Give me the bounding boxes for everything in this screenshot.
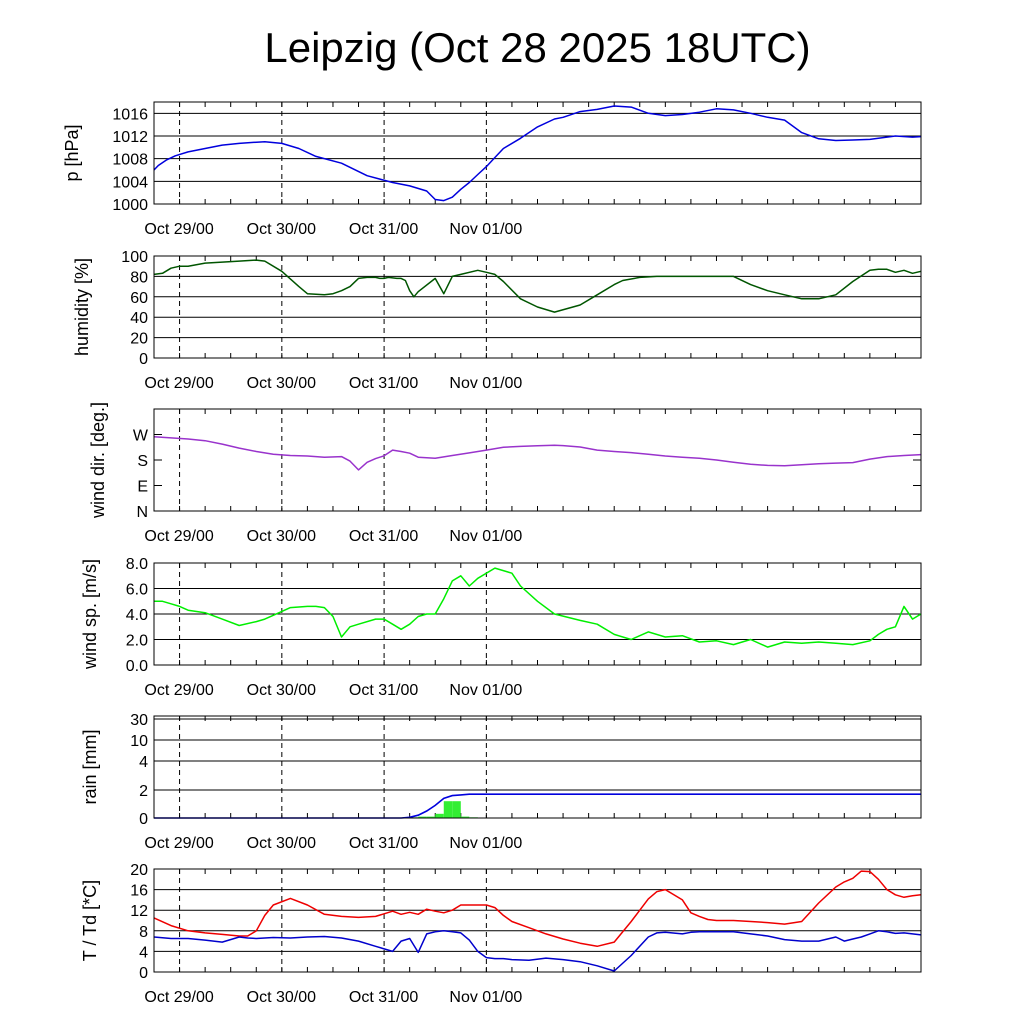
y-tick-label: 6.0 [126,582,148,599]
y-tick-label: 8 [139,924,148,941]
x-tick-label: Oct 30/00 [247,221,316,238]
y-tick-label: 8.0 [126,556,148,573]
y-tick-label: 60 [130,290,148,307]
x-tick-label: Oct 29/00 [144,682,213,699]
y-axis-label: T / Td [*C] [80,880,100,961]
y-tick-label: 0 [139,965,148,982]
y-tick-label: 20 [130,331,148,348]
y-tick-label: N [136,504,148,521]
x-tick-label: Oct 31/00 [349,375,418,392]
y-tick-label: 30 [130,712,148,729]
x-tick-label: Oct 29/00 [144,835,213,852]
panel-frame [153,408,922,512]
x-tick-label: Nov 01/00 [449,682,522,699]
x-tick-label: Oct 30/00 [247,375,316,392]
y-tick-label: 1016 [112,106,148,123]
y-tick-label: 100 [121,249,148,266]
rain-accumulation-line [154,793,921,819]
x-tick-label: Oct 31/00 [349,835,418,852]
x-tick-label: Oct 30/00 [247,835,316,852]
rain-bar [460,816,470,818]
y-tick-label: 1004 [112,174,148,191]
y-tick-label: 4 [139,944,148,961]
x-tick-label: Oct 31/00 [349,682,418,699]
x-tick-label: Oct 31/00 [349,528,418,545]
panel-frame [153,868,922,973]
x-tick-label: Oct 31/00 [349,221,418,238]
humidity-line [153,259,922,313]
x-tick-label: Nov 01/00 [449,221,522,238]
x-tick-label: Nov 01/00 [449,528,522,545]
rain-bar [418,816,427,818]
y-tick-label: S [137,453,148,470]
panel-frame [153,715,922,819]
y-tick-label: 20 [130,862,148,879]
y-tick-label: 0 [139,351,148,368]
y-tick-label: 0.0 [126,658,148,675]
y-tick-label: 0 [139,811,148,828]
x-tick-label: Oct 29/00 [144,375,213,392]
x-tick-label: Oct 30/00 [247,989,316,1006]
y-axis-label: wind sp. [m/s] [80,559,100,670]
rain-bar [426,816,436,818]
rain-bar [452,801,461,818]
y-tick-label: 80 [130,269,148,286]
pressure-line [153,105,922,202]
panel-frame [153,101,922,205]
rain-bar [435,813,444,818]
y-tick-label: 4.0 [126,607,148,624]
y-tick-label: 1008 [112,152,148,169]
T-line [153,870,922,948]
wind_dir-line [153,436,922,471]
rain-bar [443,801,453,818]
x-tick-label: Oct 31/00 [349,989,418,1006]
y-tick-label: 1000 [112,197,148,214]
x-tick-label: Oct 29/00 [144,989,213,1006]
y-tick-label: 2 [139,783,148,800]
x-tick-label: Oct 29/00 [144,528,213,545]
y-tick-label: 12 [130,903,148,920]
x-tick-label: Nov 01/00 [449,989,522,1006]
wind_speed-line [154,567,922,648]
y-tick-label: E [137,479,148,496]
y-axis-label: rain [mm] [80,729,100,804]
Td-line [153,930,922,972]
y-tick-label: 2.0 [126,633,148,650]
y-axis-label: p [hPa] [62,124,82,181]
chart-title: Leipzig (Oct 28 2025 18UTC) [264,24,811,71]
y-tick-label: 4 [139,754,148,771]
y-axis-label: wind dir. [deg.] [88,402,108,519]
y-tick-label: 40 [130,310,148,327]
y-tick-label: 10 [130,733,148,750]
x-tick-label: Nov 01/00 [449,375,522,392]
panel-frame [153,255,922,359]
y-axis-label: humidity [%] [72,258,92,356]
panel-frame [153,562,922,666]
y-tick-label: 16 [130,883,148,900]
x-tick-label: Nov 01/00 [449,835,522,852]
x-tick-label: Oct 30/00 [247,682,316,699]
x-tick-label: Oct 29/00 [144,221,213,238]
x-tick-label: Oct 30/00 [247,528,316,545]
y-tick-label: W [133,428,149,445]
y-tick-label: 1012 [112,129,148,146]
